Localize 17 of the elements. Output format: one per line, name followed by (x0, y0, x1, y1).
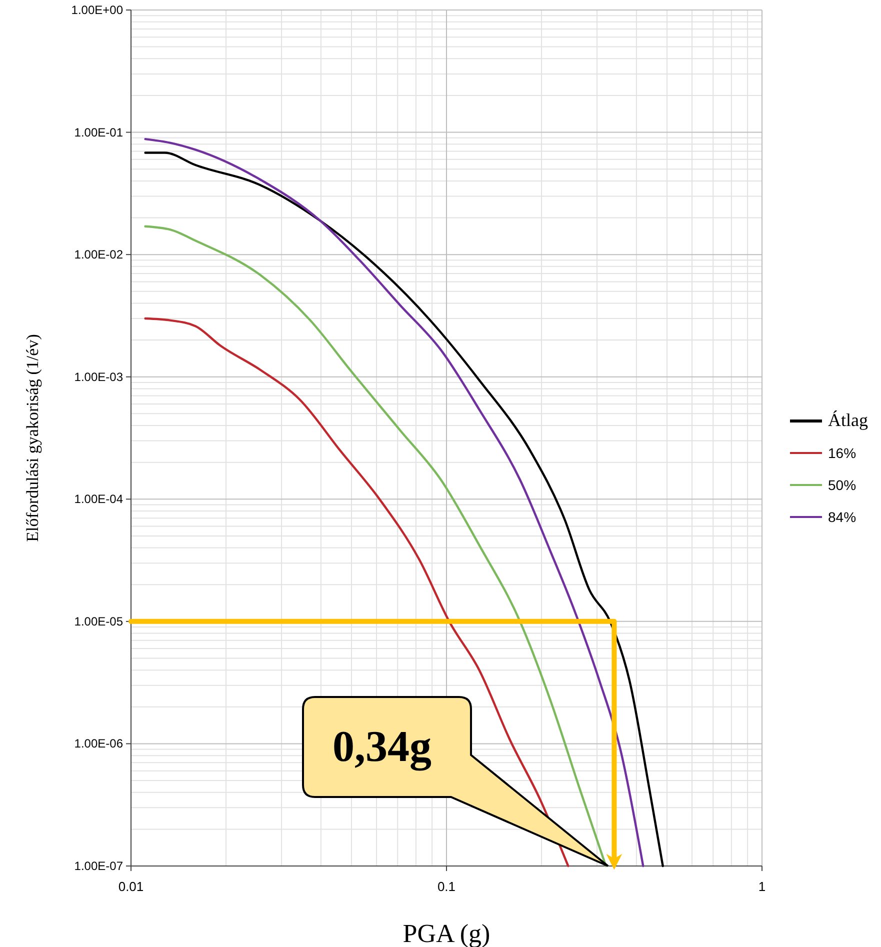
legend-label: 16% (828, 445, 856, 461)
legend-label: Átlag (828, 410, 868, 430)
y-axis-title: Előfordulási gyakoriság (1/év) (23, 334, 42, 542)
y-tick-label: 1.00E-02 (74, 248, 124, 262)
y-tick-label: 1.00E-07 (74, 859, 124, 873)
legend-label: 50% (828, 477, 856, 493)
y-tick-label: 1.00E-05 (74, 614, 124, 628)
legend-label: 84% (828, 509, 856, 525)
y-tick-label: 1.00E-01 (74, 125, 124, 140)
y-tick-label: 1.00E-03 (74, 370, 124, 384)
x-tick-label: 1 (758, 879, 766, 894)
annotation: 0,34g (332, 722, 432, 771)
y-tick-label: 1.00E-04 (74, 492, 124, 506)
y-tick-label: 1.00E+00 (71, 3, 124, 17)
y-tick-label: 1.00E-06 (74, 736, 124, 751)
x-tick-label: 0.01 (118, 879, 144, 894)
x-tick-label: 0.1 (437, 879, 456, 894)
